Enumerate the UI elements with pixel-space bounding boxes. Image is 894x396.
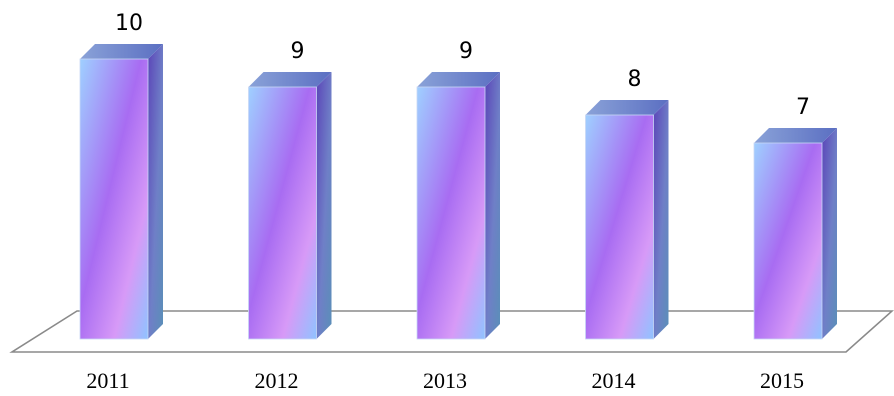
- bar-side-face: [822, 128, 837, 339]
- bar-2011: [79, 44, 163, 340]
- bar-top-face: [248, 72, 332, 87]
- data-label: 7: [796, 95, 810, 120]
- bar-side-face: [653, 100, 669, 339]
- x-tick-label: 2014: [592, 368, 636, 393]
- data-label: 10: [115, 11, 143, 36]
- bar-front-face: [79, 58, 149, 340]
- data-label: 8: [628, 67, 642, 92]
- data-label: 9: [291, 39, 305, 64]
- bar-front-face: [416, 86, 486, 340]
- bar-2012: [248, 72, 332, 340]
- data-label: 9: [459, 39, 473, 64]
- bar-front-face: [248, 86, 317, 340]
- bar-top-face: [585, 100, 669, 115]
- bar-2013: [416, 72, 500, 340]
- x-tick-label: 2015: [760, 368, 804, 393]
- bar-side-face: [148, 44, 163, 339]
- bar-top-face: [80, 44, 163, 59]
- x-tick-label: 2012: [255, 368, 299, 393]
- bar-2015: [753, 128, 837, 340]
- bar-2014: [585, 100, 669, 340]
- bar-front-face: [585, 114, 654, 340]
- bar-side-face: [485, 72, 500, 339]
- bar-top-face: [417, 72, 500, 87]
- bar-top-face: [754, 128, 837, 143]
- x-tick-label: 2013: [423, 368, 467, 393]
- bar-front-face: [753, 142, 823, 340]
- bar-side-face: [316, 72, 332, 339]
- x-tick-label: 2011: [86, 368, 129, 393]
